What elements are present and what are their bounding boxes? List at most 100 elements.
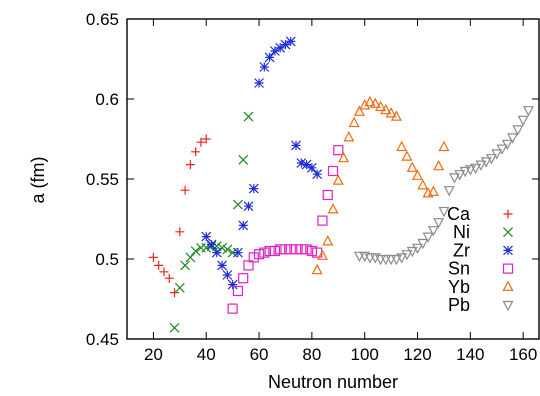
data-point [406, 161, 418, 172]
y-axis-ticks: 0.45 0.5 0.55 0.6 0.65 [86, 10, 539, 349]
data-point [417, 238, 429, 250]
x-tick-label: 120 [403, 345, 431, 364]
data-point [401, 150, 413, 161]
data-point [191, 147, 201, 157]
x-tick-label: 100 [351, 345, 379, 364]
data-point [380, 254, 392, 266]
data-point [412, 169, 424, 180]
data-point [317, 215, 328, 226]
data-point [206, 239, 217, 250]
data-point [475, 160, 487, 171]
data-point [417, 179, 429, 190]
data-point [312, 169, 323, 180]
data-point [454, 170, 466, 181]
data-point [169, 322, 180, 333]
legend-label: Ni [453, 222, 470, 242]
data-point [359, 99, 371, 110]
data-point [512, 125, 524, 136]
data-point [375, 254, 387, 266]
data-point [211, 247, 222, 258]
data-point [159, 267, 169, 277]
data-point [385, 107, 397, 118]
data-point [232, 199, 243, 210]
data-point [285, 36, 296, 47]
data-point [269, 46, 280, 56]
data-point [196, 242, 206, 253]
data-point [238, 273, 249, 284]
data-point [285, 244, 296, 255]
data-point [175, 227, 185, 237]
data-point [327, 203, 339, 214]
data-point [201, 231, 212, 242]
data-point [291, 140, 301, 151]
data-point [470, 163, 482, 175]
data-point [217, 260, 228, 271]
data-point [311, 263, 323, 275]
legend-label: Zr [453, 240, 470, 260]
data-point [343, 131, 355, 142]
data-point [396, 253, 408, 264]
data-point [380, 103, 392, 115]
data-point [264, 245, 275, 257]
data-point [348, 116, 360, 128]
data-point [238, 220, 249, 231]
data-point [396, 140, 408, 152]
data-point [280, 244, 291, 255]
data-point [338, 151, 350, 163]
series-zr [201, 36, 323, 290]
series-yb [311, 95, 450, 275]
data-point [491, 149, 503, 160]
legend-label: Ca [447, 204, 471, 224]
data-point [275, 244, 286, 255]
data-point [280, 39, 291, 50]
legend-marker [502, 280, 514, 291]
y-tick-label: 0.55 [86, 170, 119, 189]
data-point [222, 244, 233, 255]
data-point [180, 260, 191, 271]
data-point [496, 144, 508, 155]
data-point [185, 252, 196, 263]
y-tick-label: 0.65 [86, 10, 119, 29]
data-point [501, 139, 513, 151]
data-point [170, 288, 180, 298]
data-point [253, 249, 265, 260]
data-point [390, 254, 402, 266]
data-point [433, 218, 445, 229]
data-point [507, 133, 519, 144]
data-point [443, 186, 455, 197]
data-point [164, 273, 174, 283]
data-point [433, 159, 445, 171]
data-point [222, 270, 233, 280]
data-point [185, 160, 195, 170]
data-point [174, 282, 185, 293]
x-tick-label: 60 [250, 345, 269, 364]
data-point [180, 185, 190, 195]
data-point [248, 183, 259, 194]
data-point [306, 245, 317, 257]
data-point [332, 174, 344, 185]
data-point [148, 252, 158, 262]
data-point [243, 111, 254, 122]
data-point [353, 251, 365, 263]
y-tick-label: 0.6 [95, 90, 119, 109]
data-point [232, 285, 244, 297]
y-tick-label: 0.45 [86, 330, 119, 349]
data-point [459, 166, 471, 178]
data-point [401, 250, 413, 261]
data-point [364, 95, 376, 107]
data-point [412, 243, 424, 255]
x-tick-label: 80 [302, 345, 321, 364]
y-axis-title: a (fm) [28, 157, 48, 204]
series-pb [353, 106, 534, 266]
data-point [301, 159, 312, 170]
series-ni [169, 111, 254, 333]
data-point [232, 247, 243, 258]
data-point [306, 162, 317, 173]
data-point [227, 303, 238, 314]
x-tick-label: 20 [144, 345, 163, 364]
data-points [148, 36, 534, 333]
data-point [248, 252, 259, 263]
x-axis-title: Neutron number [268, 372, 398, 392]
data-point [448, 173, 460, 184]
